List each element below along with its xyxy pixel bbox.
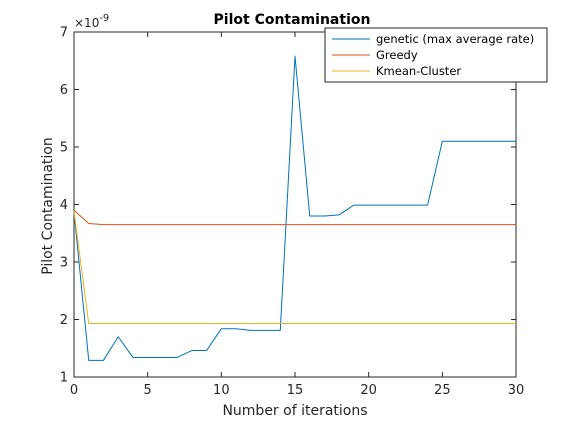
legend-label-0: genetic (max average rate) [376, 32, 534, 46]
x-tick-label: 20 [360, 383, 377, 398]
y-tick-label: 3 [60, 256, 68, 271]
x-tick-label: 25 [434, 383, 451, 398]
y-exponent-label: ×10-9 [74, 13, 109, 30]
x-tick-label: 30 [508, 383, 525, 398]
y-tick-label: 6 [60, 83, 68, 98]
series-line-0 [73, 55, 516, 361]
series-lines [73, 55, 516, 361]
y-exponent-power: -9 [99, 13, 109, 24]
y-tick-label: 4 [60, 198, 68, 213]
series-line-1 [73, 209, 516, 226]
x-tick-label: 5 [144, 383, 152, 398]
x-tick-label: 15 [287, 383, 304, 398]
y-tick-label: 5 [60, 141, 68, 156]
y-tick-label: 1 [60, 371, 68, 386]
axis-ticks: 0 5 10 15 20 25 30 1 2 3 4 5 6 7 [60, 26, 525, 399]
x-tick-label: 0 [70, 383, 78, 398]
legend: genetic (max average rate) Greedy Kmean-Cl… [324, 27, 548, 83]
y-tick-label: 2 [60, 313, 68, 328]
x-axis-label: Number of iterations [222, 403, 367, 419]
y-exponent-base: ×10 [74, 16, 99, 30]
axes-box [73, 31, 517, 378]
legend-label-1: Greedy [376, 48, 418, 62]
y-tick-label: 7 [60, 26, 68, 41]
legend-label-2: Kmean-Cluster [376, 64, 461, 78]
series-line-2 [73, 211, 516, 325]
x-tick-label: 10 [213, 383, 230, 398]
y-axis-label: Pilot Contamination [40, 137, 56, 275]
chart-title: Pilot Contamination [214, 12, 371, 28]
plot-area [73, 31, 517, 378]
